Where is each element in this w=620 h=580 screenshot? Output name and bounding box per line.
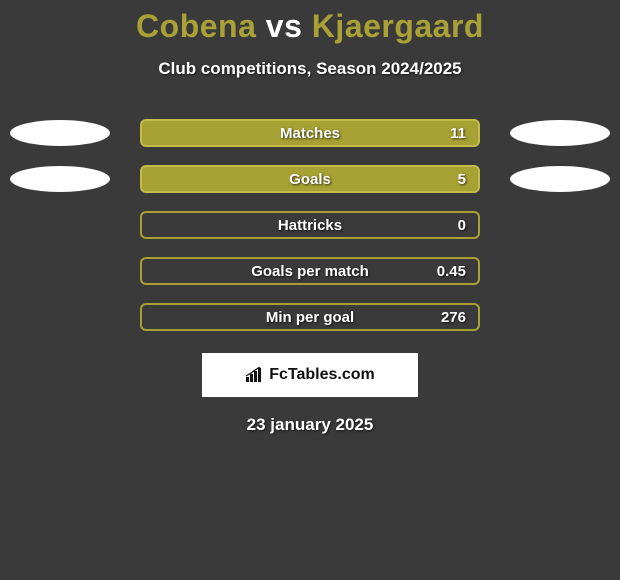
date-text: 23 january 2025 xyxy=(0,415,620,435)
spacer xyxy=(10,304,110,330)
stat-bar: Goals per match 0.45 xyxy=(140,257,480,285)
spacer xyxy=(510,212,610,238)
stat-value: 11 xyxy=(450,125,466,142)
stat-row: Goals per match 0.45 xyxy=(0,257,620,285)
spacer xyxy=(10,212,110,238)
stat-label: Min per goal xyxy=(266,309,354,326)
stat-bar: Goals 5 xyxy=(140,165,480,193)
stat-bar: Hattricks 0 xyxy=(140,211,480,239)
player2-marker xyxy=(510,120,610,146)
stat-value: 0.45 xyxy=(437,263,466,280)
stat-bar: Min per goal 276 xyxy=(140,303,480,331)
vs-text: vs xyxy=(266,8,303,44)
stat-value: 276 xyxy=(441,309,466,326)
player1-marker xyxy=(10,120,110,146)
stat-label: Goals per match xyxy=(251,263,369,280)
stat-row: Matches 11 xyxy=(0,119,620,147)
player2-marker xyxy=(510,166,610,192)
spacer xyxy=(510,258,610,284)
bar-chart-icon xyxy=(245,367,265,383)
logo-box: FcTables.com xyxy=(202,353,418,397)
player2-name: Kjaergaard xyxy=(312,8,484,44)
page-title: Cobena vs Kjaergaard xyxy=(0,8,620,45)
comparison-card: Cobena vs Kjaergaard Club competitions, … xyxy=(0,0,620,435)
logo: FcTables.com xyxy=(245,366,375,384)
spacer xyxy=(510,304,610,330)
stat-value: 0 xyxy=(458,217,466,234)
stat-label: Goals xyxy=(289,171,331,188)
stat-row: Min per goal 276 xyxy=(0,303,620,331)
stat-rows: Matches 11 Goals 5 Hattricks 0 Goals per match… xyxy=(0,119,620,331)
stat-label: Hattricks xyxy=(278,217,342,234)
stat-bar: Matches 11 xyxy=(140,119,480,147)
logo-text: FcTables.com xyxy=(269,366,375,384)
spacer xyxy=(10,258,110,284)
subtitle: Club competitions, Season 2024/2025 xyxy=(0,59,620,79)
stat-value: 5 xyxy=(458,171,466,188)
stat-row: Goals 5 xyxy=(0,165,620,193)
stat-row: Hattricks 0 xyxy=(0,211,620,239)
player1-name: Cobena xyxy=(136,8,256,44)
stat-label: Matches xyxy=(280,125,340,142)
player1-marker xyxy=(10,166,110,192)
